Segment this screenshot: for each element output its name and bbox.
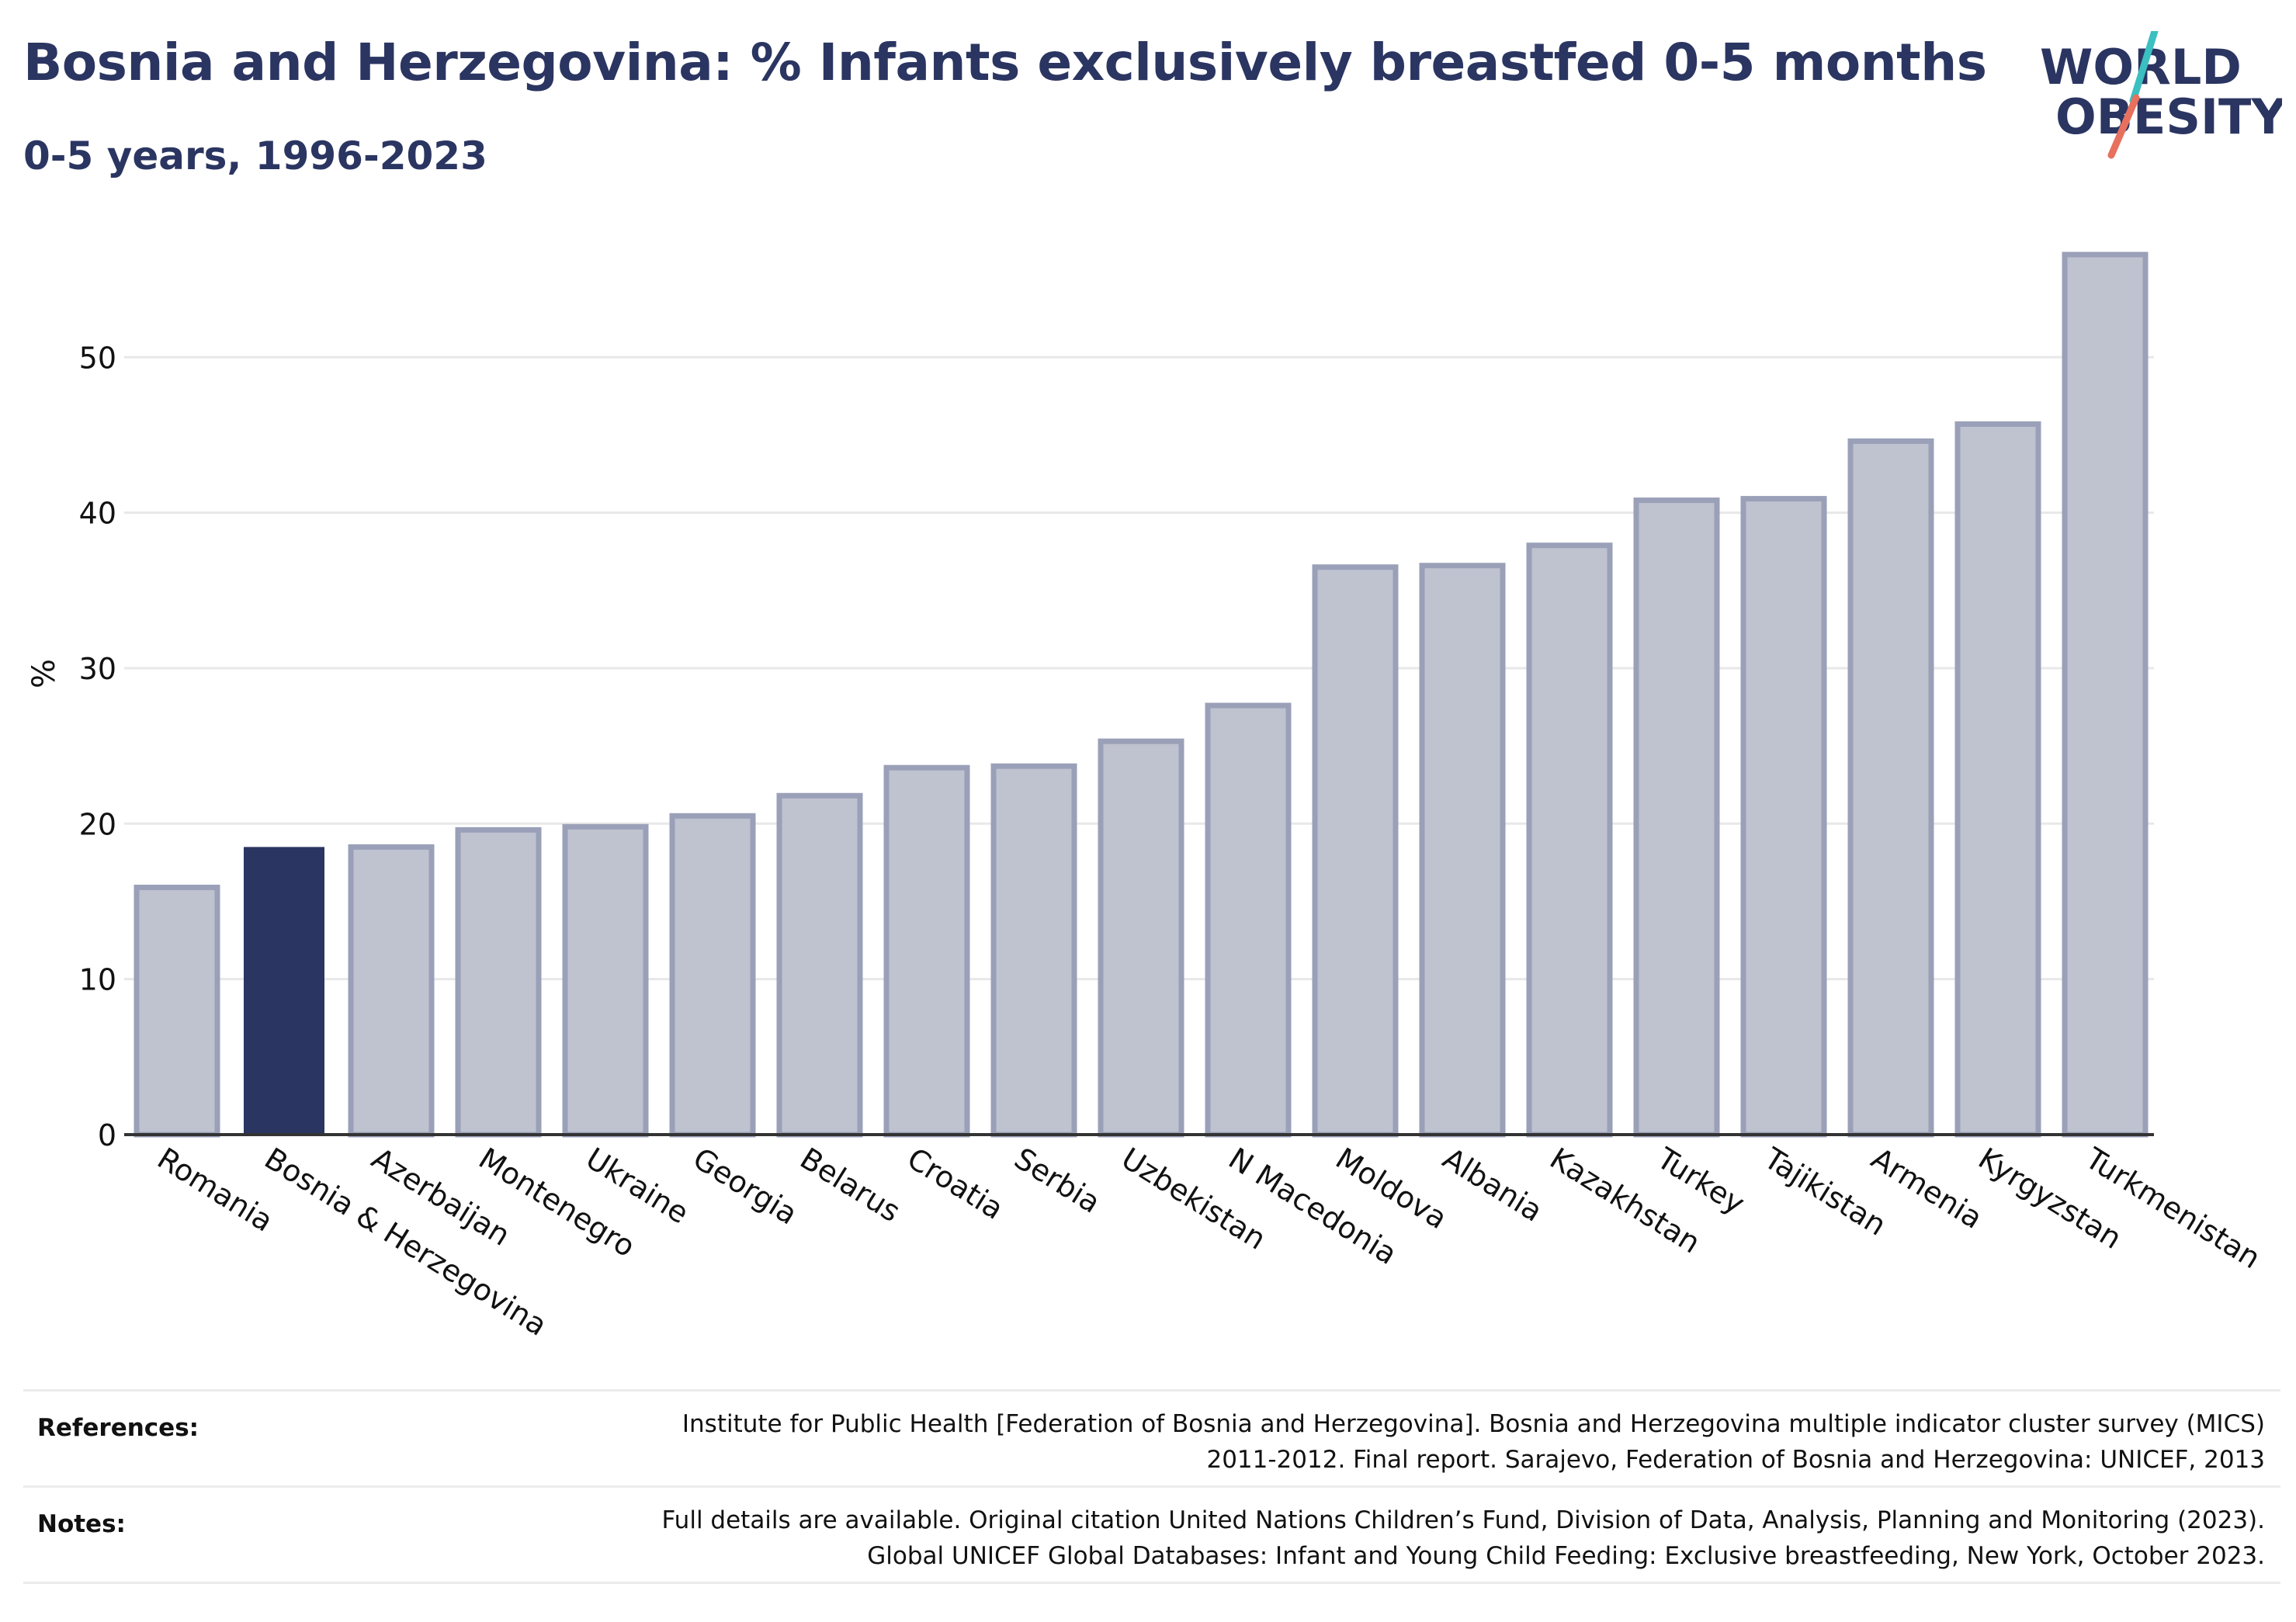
- bar-bosnia-herzegovina: [244, 847, 324, 1135]
- bar-armenia: [1847, 438, 1934, 1138]
- y-tick-label: 30: [79, 652, 116, 686]
- x-tick-label: Serbia: [1008, 1141, 1106, 1219]
- footer-divider-top: [23, 1389, 2280, 1392]
- bar-moldova: [1312, 564, 1399, 1138]
- references-line-2: 2011-2012. Final report. Sarajevo, Feder…: [1206, 1446, 2265, 1474]
- y-tick-label: 20: [79, 807, 116, 841]
- x-tick-label: Belarus: [794, 1141, 906, 1229]
- bar-belarus: [776, 792, 863, 1138]
- y-tick-label: 50: [79, 341, 116, 375]
- logo-slash-coral: [2107, 94, 2140, 159]
- bar-uzbekistan: [1098, 738, 1184, 1138]
- footer-divider-bottom: [23, 1582, 2280, 1584]
- y-axis-label: %: [26, 659, 62, 688]
- y-tick-label: 10: [79, 963, 116, 997]
- x-tick-label: Albania: [1437, 1141, 1549, 1229]
- bar-azerbaijan: [348, 844, 435, 1138]
- bar-croatia: [883, 764, 970, 1138]
- footer-divider-middle: [23, 1485, 2280, 1488]
- chart-subtitle: 0-5 years, 1996-2023: [23, 133, 487, 178]
- x-tick-label: Turkmenistan: [2079, 1141, 2266, 1276]
- bar-albania: [1419, 563, 1506, 1138]
- references-text: Institute for Public Health [Federation …: [557, 1406, 2265, 1478]
- x-tick-label: Georgia: [687, 1141, 803, 1231]
- bar-georgia: [669, 813, 756, 1138]
- notes-line-2: Global UNICEF Global Databases: Infant a…: [867, 1542, 2265, 1570]
- world-obesity-logo: WORLD OBESITY: [2040, 31, 2282, 159]
- y-tick-label: 40: [79, 497, 116, 531]
- bar-romania: [134, 884, 220, 1138]
- bar-n-macedonia: [1205, 702, 1292, 1138]
- notes-line-1: Full details are available. Original cit…: [661, 1506, 2265, 1534]
- x-tick-label: Croatia: [901, 1141, 1009, 1226]
- logo-line-2: OBESITY: [2055, 88, 2282, 145]
- bar-turkmenistan: [2062, 251, 2149, 1138]
- bar-layer: [134, 251, 2149, 1138]
- y-tick-label: 0: [98, 1118, 116, 1152]
- logo-slash-teal: [2129, 31, 2159, 105]
- notes-text: Full details are available. Original cit…: [557, 1502, 2265, 1574]
- x-tick-label: Romania: [151, 1141, 279, 1238]
- x-tick-label: Tajikistan: [1757, 1141, 1892, 1242]
- chart-title: Bosnia and Herzegovina: % Infants exclus…: [23, 33, 1987, 92]
- references-line-1: Institute for Public Health [Federation …: [682, 1410, 2265, 1438]
- bar-ukraine: [562, 823, 649, 1138]
- bar-serbia: [990, 763, 1077, 1138]
- bar-montenegro: [455, 827, 542, 1138]
- notes-label: Notes:: [37, 1510, 126, 1538]
- bar-tajikistan: [1740, 496, 1827, 1138]
- bar-kyrgyzstan: [1954, 421, 2041, 1138]
- bar-kazakhstan: [1526, 542, 1613, 1138]
- bar-turkey: [1633, 497, 1720, 1138]
- references-label: References:: [37, 1414, 199, 1442]
